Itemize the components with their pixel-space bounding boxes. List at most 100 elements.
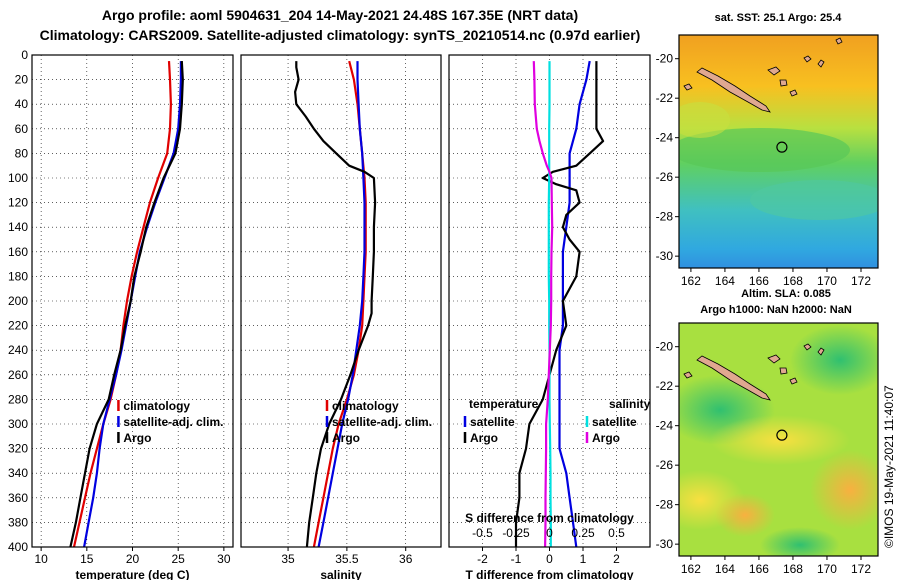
legend-entry: Argo bbox=[592, 431, 620, 445]
y-tick-label: 360 bbox=[8, 491, 28, 505]
y-tick-label: 240 bbox=[8, 343, 28, 357]
map-lat-label: -24 bbox=[656, 419, 674, 433]
sla-small-islands bbox=[683, 343, 825, 385]
series-line bbox=[312, 60, 367, 548]
top-tick-label: 0.5 bbox=[608, 526, 625, 540]
series-line bbox=[69, 61, 184, 548]
map-lon-label: 172 bbox=[851, 562, 871, 576]
sst-warm-patch bbox=[679, 102, 730, 138]
sla-low-patch-3 bbox=[760, 527, 840, 556]
panel-difference: -2 -1 0 1 2 T difference from climatology S di… bbox=[448, 54, 651, 580]
map-lon-label: 170 bbox=[817, 562, 837, 576]
sla-map-title-2: Argo h1000: NaN h2000: NaN bbox=[700, 304, 852, 316]
x-tick-label: 36 bbox=[399, 552, 413, 566]
y-tick-label: 20 bbox=[15, 73, 29, 87]
panel-salinity: 35 35.5 36 salinity climatology satellite-adj… bbox=[240, 54, 442, 580]
map-lon-label: 172 bbox=[851, 274, 871, 288]
sla-map-axes: 162 164 166 168 170 172 -20 -22 -24 -26 -28 -30 bbox=[656, 340, 872, 576]
x-tick-label: 10 bbox=[34, 552, 48, 566]
map-lon-label: 168 bbox=[783, 562, 803, 576]
y-tick-label: 0 bbox=[21, 48, 28, 62]
title-line-1: Argo profile: aoml 5904631_204 14-May-20… bbox=[102, 7, 578, 23]
map-lat-label: -30 bbox=[656, 537, 674, 551]
map-lat-label: -22 bbox=[656, 91, 674, 105]
sst-cool-band bbox=[679, 128, 850, 172]
x-tick-label: 35 bbox=[281, 552, 295, 566]
y-tick-label: 200 bbox=[8, 294, 28, 308]
series-line bbox=[72, 61, 172, 548]
sst-map-title: sat. SST: 25.1 Argo: 25.4 bbox=[715, 12, 843, 24]
y-tick-label: 380 bbox=[8, 515, 28, 529]
map-lon-label: 170 bbox=[817, 274, 837, 288]
legend-entry: Argo bbox=[332, 431, 360, 445]
y-tick-label: 60 bbox=[15, 122, 29, 136]
x-tick-label: 0 bbox=[546, 552, 553, 566]
top-tick-label: -0.25 bbox=[502, 526, 530, 540]
series-line bbox=[317, 61, 366, 548]
x-tick-label: 25 bbox=[172, 552, 186, 566]
map-lat-label: -20 bbox=[656, 52, 674, 66]
sla-argo-position-marker bbox=[776, 429, 788, 441]
legend-heading: temperature bbox=[469, 397, 539, 411]
sla-map-title-1: Altim. SLA: 0.085 bbox=[741, 288, 831, 300]
y-tick-label: 400 bbox=[8, 540, 28, 554]
y-tick-label: 80 bbox=[15, 146, 29, 160]
x-tick-label: 2 bbox=[613, 552, 620, 566]
legend-entry: satellite-adj. clim. bbox=[123, 415, 223, 429]
y-tick-label: 160 bbox=[8, 245, 28, 259]
map-lat-label: -26 bbox=[656, 458, 674, 472]
y-tick-label: 320 bbox=[8, 442, 28, 456]
map-lat-label: -26 bbox=[656, 170, 674, 184]
sla-warm-patch-2 bbox=[715, 493, 775, 537]
y-tick-label: 280 bbox=[8, 392, 28, 406]
x-tick-label: 1 bbox=[580, 552, 587, 566]
x-tick-label: 15 bbox=[80, 552, 94, 566]
y-tick-label: 340 bbox=[8, 466, 28, 480]
x-tick-label: 35.5 bbox=[335, 552, 359, 566]
series-line bbox=[514, 61, 605, 547]
panel-frame bbox=[240, 54, 442, 548]
x-tick-label: -1 bbox=[511, 552, 522, 566]
sst-small-islands bbox=[683, 37, 843, 97]
x-tick-label: 30 bbox=[217, 552, 231, 566]
legend-entry: satellite bbox=[592, 415, 637, 429]
legend-entry: climatology bbox=[332, 399, 399, 413]
map-lat-label: -20 bbox=[656, 340, 674, 354]
map-lon-label: 168 bbox=[783, 274, 803, 288]
series-line bbox=[547, 61, 552, 547]
map-lat-label: -30 bbox=[656, 249, 674, 263]
map-lon-label: 166 bbox=[749, 562, 769, 576]
y-tick-label: 140 bbox=[8, 220, 28, 234]
legend-entry: satellite-adj. clim. bbox=[332, 415, 432, 429]
legend-heading: salinity bbox=[609, 397, 651, 411]
series-line bbox=[294, 61, 377, 548]
top-tick-label: 0 bbox=[546, 526, 553, 540]
map-lat-label: -22 bbox=[656, 379, 674, 393]
map-lon-label: 164 bbox=[715, 562, 735, 576]
y-tick-label: 180 bbox=[8, 269, 28, 283]
y-tick-label: 300 bbox=[8, 417, 28, 431]
sla-map-frame bbox=[678, 322, 879, 557]
legend-entry: satellite bbox=[470, 415, 515, 429]
series-line bbox=[83, 61, 182, 548]
legend-entry: climatology bbox=[123, 399, 190, 413]
sla-warm-patch-1 bbox=[810, 450, 878, 530]
y-tick-label: 260 bbox=[8, 368, 28, 382]
legend-entry: Argo bbox=[470, 431, 498, 445]
map-lat-label: -28 bbox=[656, 498, 674, 512]
new-caledonia-island bbox=[696, 67, 771, 113]
sla-new-caledonia-island bbox=[696, 355, 771, 401]
top-tick-label: 0.25 bbox=[571, 526, 595, 540]
x-axis-label: salinity bbox=[320, 568, 362, 580]
timestamp: ©IMOS 19-May-2021 11:40:07 bbox=[882, 385, 896, 548]
sst-mid-patch bbox=[750, 180, 878, 220]
x-tick-label: -2 bbox=[477, 552, 488, 566]
y-tick-label: 120 bbox=[8, 196, 28, 210]
x-axis-label: T difference from climatology bbox=[465, 568, 633, 580]
sst-map-axes: 162 164 166 168 170 172 -20 -22 -24 -26 -28 -30 bbox=[656, 52, 872, 288]
map-lon-label: 162 bbox=[681, 274, 701, 288]
sla-low-patch-2 bbox=[790, 325, 878, 395]
legend-entry: Argo bbox=[123, 431, 151, 445]
